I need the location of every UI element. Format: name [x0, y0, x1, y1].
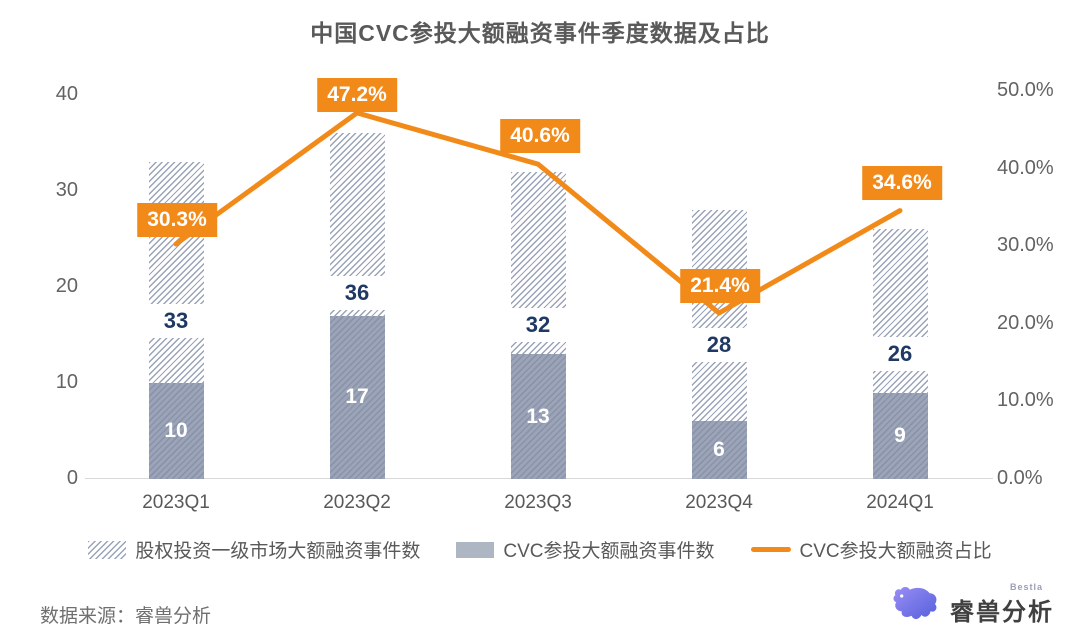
legend-label-cvc: CVC参投大额融资事件数 [503, 541, 715, 562]
brand-sub: Bestla [1010, 582, 1044, 592]
cvc-bar-value-label: 13 [510, 354, 566, 479]
total-value-label: 33 [148, 303, 204, 338]
percent-callout-label: 47.2% [317, 77, 397, 112]
right-axis-tick: 0.0% [997, 467, 1043, 489]
legend: 股权投资一级市场大额融资事件数 CVC参投大额融资事件数 CVC参投大额融资占比 [0, 536, 1080, 563]
solid-swatch-icon [456, 541, 495, 558]
legend-item-market-bar: 股权投资一级市场大额融资事件数 [88, 536, 420, 563]
total-value-label: 26 [872, 337, 928, 372]
legend-item-cvc-bar: CVC参投大额融资事件数 [456, 536, 715, 563]
percent-callout-label: 40.6% [500, 119, 580, 154]
percent-callout-label: 30.3% [137, 203, 217, 237]
left-axis-tick: 30 [55, 179, 78, 201]
left-axis-tick: 20 [55, 275, 78, 297]
cvc-bar-value-label: 9 [872, 392, 928, 479]
total-value-label: 28 [691, 327, 747, 362]
right-axis-tick: 40.0% [997, 156, 1054, 179]
source-note: 数据来源：睿兽分析 [40, 606, 212, 627]
x-axis-label: 2023Q4 [685, 492, 753, 513]
brand-logo: 睿兽分析 Bestla [886, 578, 1072, 632]
beast-icon [893, 587, 937, 620]
right-axis-tick: 10.0% [997, 389, 1054, 412]
percent-callout-label: 21.4% [680, 269, 760, 303]
percent-callout-label: 34.6% [862, 165, 942, 200]
brand-name: 睿兽分析 [950, 599, 1054, 626]
chart-title: 中国CVC参投大额融资事件季度数据及占比 [310, 20, 770, 46]
legend-label-market: 股权投资一级市场大额融资事件数 [135, 541, 421, 562]
left-axis-tick: 40 [55, 83, 78, 105]
cvc-bar-value-label: 17 [329, 315, 385, 479]
hatch-swatch-icon [88, 540, 127, 559]
total-value-label: 36 [329, 276, 385, 311]
legend-item-ratio-line: CVC参投大额融资占比 [750, 536, 992, 563]
x-axis-label: 2023Q1 [142, 492, 210, 513]
legend-label-ratio: CVC参投大额融资占比 [799, 541, 992, 562]
total-value-label: 32 [510, 308, 566, 343]
right-axis-tick: 20.0% [997, 311, 1054, 334]
right-axis-tick: 30.0% [997, 234, 1054, 257]
trend-polyline [173, 110, 903, 317]
line-swatch-icon [750, 547, 791, 552]
x-axis-label: 2024Q1 [866, 492, 934, 513]
right-axis-tick: 50.0% [997, 79, 1054, 102]
cvc-bar-value-label: 10 [148, 383, 204, 479]
x-axis-label: 2023Q3 [504, 492, 572, 513]
left-axis-tick: 10 [55, 371, 78, 393]
cvc-bar-value-label: 6 [691, 421, 747, 479]
left-axis-tick: 0 [66, 467, 78, 489]
x-axis-label: 2023Q2 [323, 492, 391, 513]
